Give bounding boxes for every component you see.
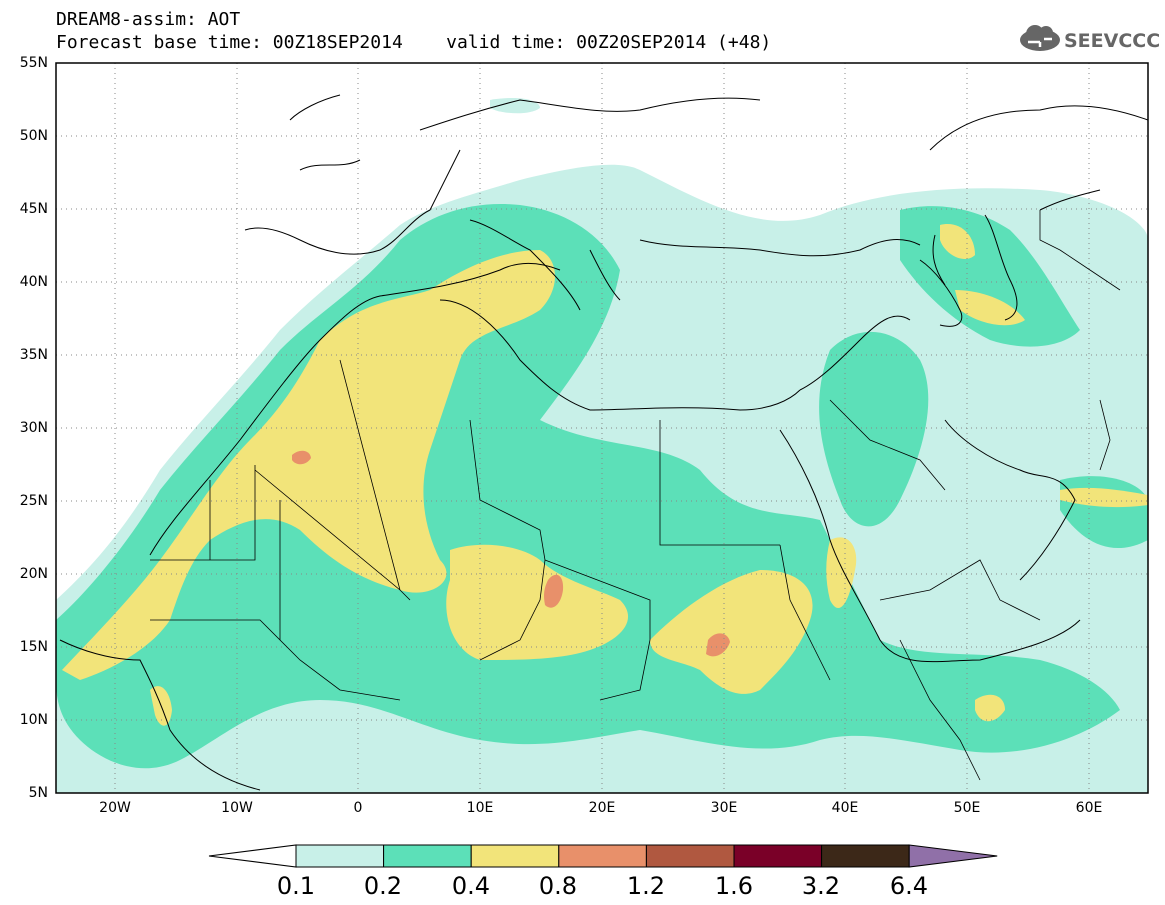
- colorbar-tick-label: 1.2: [626, 872, 666, 900]
- colorbar-tick-label: 0.8: [538, 872, 578, 900]
- lon-label: 0: [353, 800, 363, 816]
- lon-label: 20E: [588, 800, 616, 816]
- lat-label: 15N: [19, 639, 48, 655]
- lat-label: 5N: [28, 785, 48, 801]
- colorbar-tick-label: 0.2: [363, 872, 403, 900]
- lon-label: 20W: [99, 800, 131, 816]
- country-borders: [150, 210, 1121, 781]
- lon-label: 30E: [710, 800, 738, 816]
- lat-label: 40N: [19, 274, 48, 290]
- aot-contour-0.8: [292, 450, 730, 657]
- lat-label: 20N: [19, 566, 48, 582]
- colorbar-tick-label: 0.4: [451, 872, 491, 900]
- map-title: DREAM8-assim: AOT: [56, 9, 241, 30]
- forecast-time-subtitle: Forecast base time: 00Z18SEP2014 valid t…: [56, 32, 772, 53]
- colorbar-tick-label: 3.2: [801, 872, 841, 900]
- coastlines: [59, 94, 1148, 791]
- cloud-icon: [1020, 25, 1060, 51]
- lon-label: 10W: [221, 800, 253, 816]
- colorbar-tick-label: 0.1: [276, 872, 316, 900]
- colorbar-tick-label: 6.4: [889, 872, 929, 900]
- lon-label: 50E: [953, 800, 981, 816]
- lon-label: 40E: [831, 800, 859, 816]
- seevccc-logo: SEEVCCC: [1018, 22, 1160, 58]
- plot-frame: [55, 62, 1149, 794]
- lon-label: 10E: [466, 800, 494, 816]
- logo-text: SEEVCCC: [1064, 30, 1161, 52]
- lat-label: 55N: [19, 55, 48, 71]
- lat-label: 50N: [19, 128, 48, 144]
- lat-label: 25N: [19, 493, 48, 509]
- lat-label: 35N: [19, 347, 48, 363]
- lat-label: 30N: [19, 420, 48, 436]
- lat-label: 45N: [19, 201, 48, 217]
- colorbar-tick-label: 1.6: [714, 872, 754, 900]
- lat-label: 10N: [19, 712, 48, 728]
- lon-label: 60E: [1075, 800, 1103, 816]
